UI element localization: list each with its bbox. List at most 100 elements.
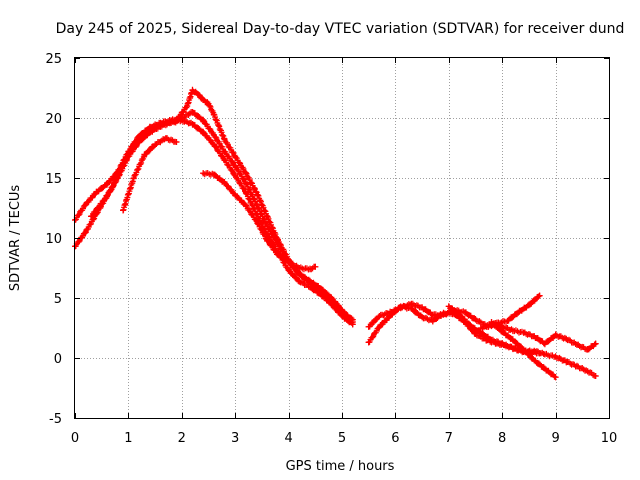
data-point (141, 152, 148, 159)
data-point (472, 316, 479, 323)
data-point (189, 121, 196, 127)
data-point (189, 109, 196, 115)
data-point (573, 363, 580, 370)
data-point (376, 313, 383, 319)
data-point (499, 340, 506, 347)
data-point (253, 218, 260, 225)
data-point (467, 322, 474, 329)
data-point (536, 292, 543, 299)
data-point (349, 319, 356, 325)
data-point (541, 340, 548, 347)
data-point (173, 117, 180, 124)
x-tick-label: 10 (601, 431, 618, 446)
data-point (312, 263, 319, 270)
axis-ticks: 0 1 2 3 4 5 6 7 8 9 10 -5 0 5 10 15 20 25 (45, 52, 617, 446)
data-point (419, 314, 426, 321)
x-tick-label: 5 (338, 431, 346, 446)
data-point (477, 325, 484, 331)
data-point (488, 337, 495, 343)
data-point (242, 170, 249, 177)
data-point (445, 303, 452, 310)
data-point (552, 332, 559, 339)
data-point (541, 351, 548, 358)
y-tick-label: 15 (45, 172, 62, 187)
data-point (162, 119, 169, 126)
data-point (285, 259, 292, 265)
data-point (376, 323, 383, 330)
data-point (264, 223, 271, 229)
data-point (552, 353, 559, 360)
data-point (104, 181, 111, 187)
data-point (592, 373, 599, 379)
y-tick-label: 0 (54, 352, 62, 367)
x-tick-label: 2 (178, 431, 186, 446)
data-point (365, 323, 372, 330)
grid (75, 58, 609, 418)
data-point (130, 175, 137, 181)
data-point (274, 251, 281, 258)
data-point (221, 179, 228, 186)
data-point (504, 317, 511, 324)
data-point (328, 295, 335, 301)
data-point (141, 133, 148, 139)
y-tick-label: 25 (45, 52, 62, 67)
data-point (120, 160, 127, 167)
series-markers (72, 116, 356, 328)
data-point (232, 153, 239, 160)
data-point (173, 139, 180, 145)
data-point (440, 311, 447, 318)
data-marks (72, 86, 599, 381)
data-point (456, 311, 463, 318)
data-point (232, 163, 239, 169)
data-point (285, 267, 292, 274)
series-arc-4 (120, 135, 180, 214)
x-tick-label: 0 (71, 431, 79, 446)
data-point (210, 131, 217, 138)
x-tick-label: 1 (124, 431, 132, 446)
x-tick-label: 9 (551, 431, 559, 446)
data-point (264, 213, 271, 220)
data-point (88, 213, 95, 220)
data-point (531, 333, 538, 340)
data-point (525, 302, 532, 309)
data-point (429, 317, 436, 324)
data-point (205, 100, 212, 107)
series-arc-1 (72, 116, 356, 328)
y-tick-label: 10 (45, 232, 62, 247)
data-point (274, 237, 281, 244)
data-point (221, 136, 228, 143)
series-arc-8 (445, 303, 599, 379)
data-point (210, 141, 217, 148)
data-point (317, 285, 324, 292)
data-point (461, 309, 468, 316)
data-point (509, 337, 516, 343)
data-point (515, 309, 522, 316)
data-point (296, 271, 303, 277)
y-tick-label: 20 (45, 112, 62, 127)
data-point (499, 328, 506, 335)
data-point (306, 278, 313, 285)
series-arc-3 (88, 86, 356, 325)
data-point (242, 202, 249, 209)
data-point (296, 265, 303, 271)
data-point (189, 87, 196, 94)
data-point (419, 304, 426, 311)
x-tick-label: 4 (284, 431, 292, 446)
data-point (152, 141, 159, 148)
data-point (408, 301, 415, 307)
data-point (584, 346, 591, 353)
data-point (232, 172, 239, 179)
data-point (194, 91, 201, 97)
y-tick-label: 5 (54, 292, 62, 307)
data-point (200, 170, 207, 177)
data-point (387, 309, 394, 316)
data-point (221, 148, 228, 155)
data-point (552, 374, 559, 381)
data-point (509, 327, 516, 334)
data-point (152, 124, 159, 131)
data-point (232, 191, 239, 198)
x-axis-label: GPS time / hours (286, 459, 395, 474)
data-point (253, 189, 260, 196)
data-point (339, 307, 345, 313)
